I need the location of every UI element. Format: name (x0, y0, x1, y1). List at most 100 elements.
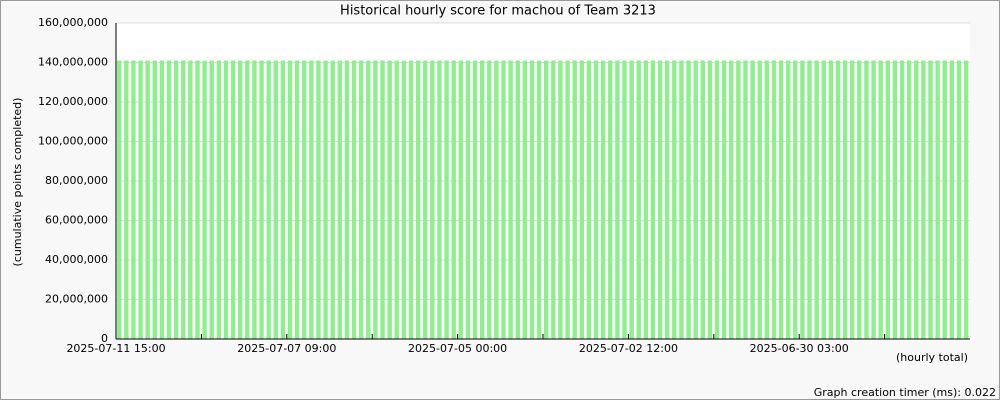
bar (465, 60, 471, 340)
bar (401, 60, 407, 340)
bar (935, 60, 940, 340)
bar (501, 60, 506, 340)
bar (778, 60, 784, 340)
x-tick-label: 2025-07-11 15:00 (66, 342, 165, 355)
bar (857, 60, 862, 340)
y-axis-label: (cumulative points completed) (11, 98, 24, 267)
bar (686, 60, 691, 340)
bar (636, 60, 641, 340)
bar (358, 60, 364, 340)
x-tick-label: 2025-07-02 12:00 (579, 342, 678, 355)
bar (209, 60, 214, 340)
bar (181, 60, 186, 340)
bar (721, 60, 727, 340)
bar (522, 60, 528, 340)
bar (430, 60, 435, 340)
x-tick-label: 2025-06-30 03:00 (750, 342, 849, 355)
bar (444, 60, 449, 340)
bar (280, 60, 286, 340)
bar (302, 60, 307, 340)
bar (159, 60, 165, 340)
bar (565, 60, 570, 340)
bar (117, 60, 122, 340)
bar (558, 60, 563, 340)
bar (351, 60, 357, 340)
bar (387, 60, 392, 340)
bar (963, 60, 969, 340)
y-tick-label: 0 (101, 332, 108, 345)
x-tick-label: 2025-07-05 00:00 (408, 342, 507, 355)
bar (892, 60, 898, 340)
bar (344, 60, 350, 340)
bar (408, 60, 414, 340)
bar (835, 60, 841, 340)
bar (800, 60, 805, 340)
bar (814, 60, 819, 340)
bar (494, 60, 499, 340)
bar (536, 60, 542, 340)
bar (622, 60, 627, 340)
bar (664, 60, 670, 340)
bar (124, 60, 129, 340)
bar (472, 60, 478, 340)
bar (373, 60, 378, 340)
bar (600, 60, 606, 340)
bar (166, 60, 172, 340)
y-tick-label: 120,000,000 (38, 95, 108, 108)
bar (544, 60, 549, 340)
bar (173, 60, 179, 340)
y-tick-label: 20,000,000 (45, 293, 108, 306)
bar (316, 60, 321, 340)
bar (487, 60, 492, 340)
bar (921, 60, 926, 340)
y-tick-label: 140,000,000 (38, 56, 108, 69)
bar (850, 60, 855, 340)
bar (771, 60, 777, 340)
bar (188, 60, 193, 340)
bar (629, 60, 634, 340)
bar (366, 60, 371, 340)
bar (615, 60, 620, 340)
bar (672, 60, 677, 340)
x-note: (hourly total) (896, 351, 968, 364)
bar (643, 60, 649, 340)
bar (572, 60, 577, 340)
bar (736, 60, 741, 340)
bar (793, 60, 798, 340)
bar (323, 60, 328, 340)
bar (871, 60, 876, 340)
bar (230, 60, 236, 340)
y-tick-label: 80,000,000 (45, 174, 108, 187)
bar (437, 60, 442, 340)
bar (650, 60, 656, 340)
bar (337, 60, 343, 340)
bar (750, 60, 755, 340)
bar (785, 60, 791, 340)
bar (294, 60, 300, 340)
bar (885, 60, 891, 340)
bar (906, 60, 912, 340)
bar (131, 60, 136, 340)
bar (828, 60, 834, 340)
bar (608, 60, 613, 340)
bar (864, 60, 869, 340)
chart-title: Historical hourly score for machou of Te… (340, 4, 656, 19)
bar (479, 60, 485, 340)
bar (423, 60, 428, 340)
bar (223, 60, 229, 340)
bar (707, 60, 713, 340)
bar (551, 60, 556, 340)
bar (138, 60, 143, 340)
bar (657, 60, 663, 340)
bar (714, 60, 720, 340)
bar (743, 60, 748, 340)
bar (458, 60, 464, 340)
bar (259, 60, 264, 340)
bar (515, 60, 520, 340)
bar (729, 60, 734, 340)
bar (152, 60, 157, 340)
y-tick-label: 100,000,000 (38, 135, 108, 148)
bar (842, 60, 848, 340)
bar (237, 60, 243, 340)
bar (593, 60, 599, 340)
